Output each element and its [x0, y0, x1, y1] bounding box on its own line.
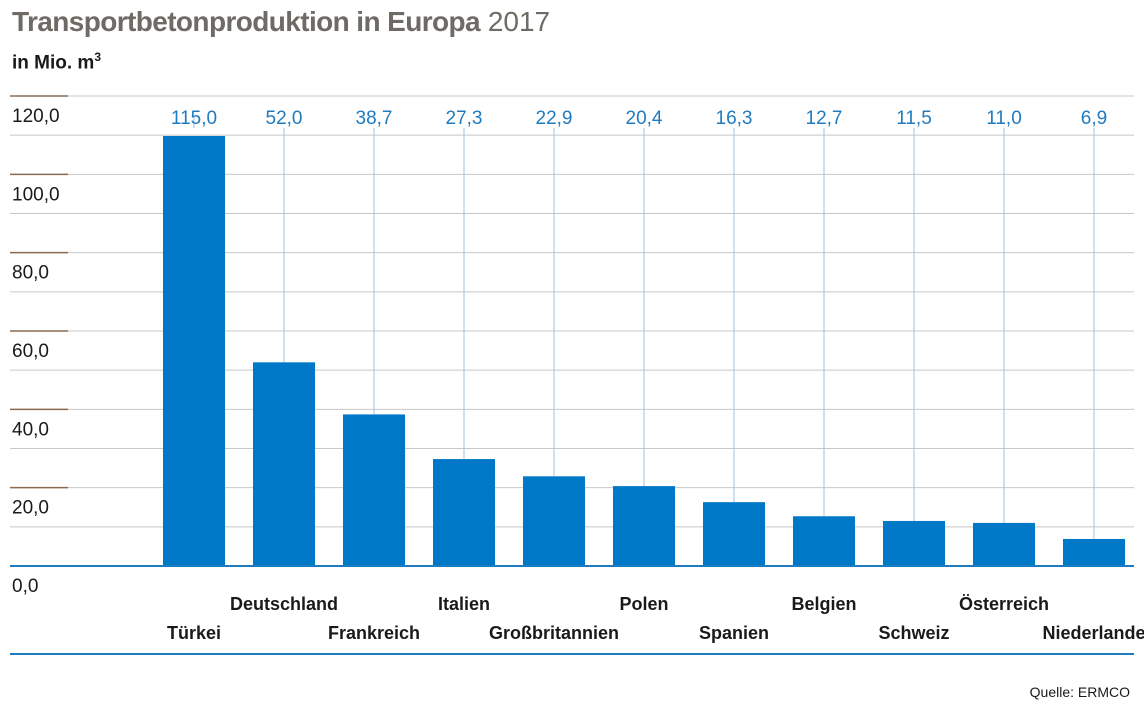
- chart-title-year: 2017: [487, 6, 551, 37]
- bar: [883, 520, 945, 566]
- bar: [523, 476, 585, 566]
- bar: [343, 414, 405, 566]
- chart-unit: in Mio. m3: [12, 50, 101, 74]
- bar: [253, 362, 315, 566]
- source-note: Quelle: ERMCO: [1029, 684, 1130, 700]
- bar: [1063, 538, 1125, 566]
- y-tick-label: 100,0: [12, 184, 60, 205]
- value-label: 52,0: [266, 108, 303, 129]
- y-tick-label: 20,0: [12, 498, 49, 519]
- bar: [163, 136, 225, 566]
- y-tick-label: 60,0: [12, 341, 49, 362]
- value-label: 20,4: [626, 108, 663, 129]
- value-label: 16,3: [716, 108, 753, 129]
- y-tick-label: 40,0: [12, 419, 49, 440]
- category-label: Spanien: [699, 623, 769, 643]
- category-label: Deutschland: [230, 594, 338, 614]
- bar: [793, 516, 855, 566]
- chart-title: Transportbetonproduktion in Europa 2017: [12, 6, 550, 38]
- value-label: 27,3: [446, 108, 483, 129]
- chart-unit-superscript: 3: [94, 50, 102, 64]
- category-label: Großbritannien: [489, 623, 619, 643]
- bar: [613, 486, 675, 566]
- category-label: Niederlande: [1042, 623, 1144, 643]
- y-tick-label: 120,0: [12, 106, 60, 127]
- y-tick-label: 80,0: [12, 263, 49, 284]
- bar: [973, 522, 1035, 566]
- category-label: Frankreich: [328, 623, 420, 643]
- category-label: Schweiz: [878, 623, 949, 643]
- category-label: Türkei: [167, 623, 221, 643]
- category-label: Österreich: [959, 594, 1049, 614]
- category-label: Polen: [619, 594, 668, 614]
- value-label: 22,9: [536, 108, 573, 129]
- value-label: 11,0: [986, 108, 1022, 129]
- y-tick-label: 0,0: [12, 576, 38, 597]
- value-label: 38,7: [356, 108, 393, 129]
- category-label: Italien: [438, 594, 490, 614]
- bar: [433, 459, 495, 566]
- bar: [703, 502, 765, 566]
- chart-unit-prefix: in Mio. m: [12, 52, 95, 74]
- category-label: Belgien: [791, 594, 856, 614]
- chart-title-main: Transportbetonproduktion in Europa: [12, 6, 481, 37]
- value-label: 115,0: [171, 108, 217, 129]
- value-label: 12,7: [806, 108, 843, 129]
- value-label: 6,9: [1081, 108, 1107, 129]
- value-label: 11,5: [896, 108, 932, 129]
